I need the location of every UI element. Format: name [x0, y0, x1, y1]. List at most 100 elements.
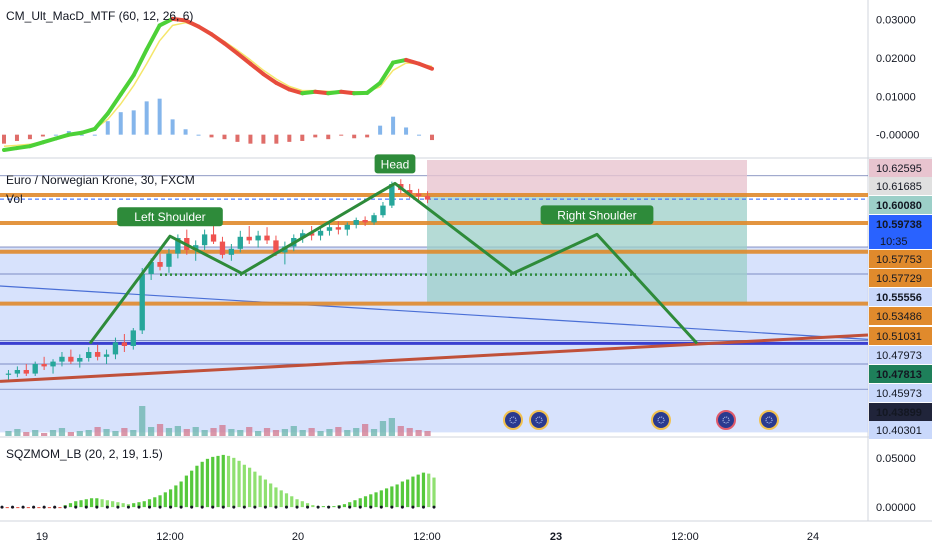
sqz-momentum-bar	[100, 499, 104, 508]
candle-body	[59, 356, 65, 362]
macd-line-segment	[378, 60, 396, 85]
sqz-zero-dot	[327, 505, 331, 509]
volume-bar	[139, 406, 146, 436]
sqz-zero-dot	[211, 505, 215, 509]
sqz-momentum-bar	[26, 507, 30, 509]
sqz-zero-dot	[74, 505, 78, 509]
sqz-zero-dot	[11, 505, 15, 509]
x-axis-label: 23	[550, 531, 562, 543]
macd-line-segment	[235, 51, 253, 66]
sqz-momentum-bar	[253, 471, 257, 508]
macd-line-segment	[170, 16, 188, 23]
macd-histogram-bar	[248, 134, 253, 144]
sqz-zero-dot	[158, 505, 162, 509]
macd-line-segment	[287, 87, 305, 96]
macd-line-segment	[417, 61, 434, 71]
price-axis-box	[869, 403, 932, 421]
price-axis-box	[869, 250, 932, 268]
candle-body	[300, 233, 306, 238]
candle-body	[317, 230, 324, 236]
price-axis-label: 10.55556	[876, 292, 922, 304]
sqz-zero-dot	[348, 505, 352, 509]
candle-body	[112, 342, 119, 355]
macd-line-segment	[261, 72, 279, 85]
macd-line-segment	[339, 89, 357, 96]
sqz-momentum-bar	[242, 464, 246, 508]
sqz-zero-dot	[0, 505, 4, 509]
macd-line-segment	[209, 32, 227, 46]
sqz-zero-dot	[32, 505, 36, 509]
macd-ytick-label: -0.00000	[876, 130, 919, 142]
candle-body	[32, 364, 38, 374]
sqz-ytick-label: 0.05000	[876, 453, 916, 465]
candle-body	[380, 205, 386, 216]
sqz-zero-dot	[390, 505, 394, 509]
sqz-zero-dot	[190, 505, 194, 509]
sqz-momentum-bar	[363, 496, 368, 508]
sqz-momentum-bar	[195, 465, 199, 508]
sqz-zero-dot	[379, 505, 383, 509]
macd-line-segment	[79, 126, 97, 135]
sqz-ytick-label: 0.00000	[876, 502, 916, 514]
sqz-momentum-bar	[153, 497, 157, 508]
macd-histogram-bar	[2, 134, 6, 144]
candle-body	[389, 184, 395, 206]
volume-bar	[156, 424, 164, 436]
volume-bar	[201, 430, 208, 436]
volume-bar	[192, 427, 199, 436]
volume-bar	[130, 430, 137, 436]
candle-body	[68, 356, 74, 362]
event-marker-icon	[529, 410, 549, 430]
sqz-zero-dot	[21, 505, 25, 509]
sqz-momentum-bar	[132, 503, 136, 508]
sqz-momentum-bar	[290, 496, 294, 508]
sqz-momentum-bar	[395, 484, 399, 508]
sqz-momentum-bar	[427, 473, 431, 508]
sqz-momentum-bar	[158, 495, 162, 508]
sqz-momentum-bar	[369, 494, 373, 508]
price-axis-box	[869, 327, 932, 345]
x-axis-label: 20	[292, 531, 304, 543]
sqz-momentum-bar	[89, 498, 94, 508]
event-marker-icon	[503, 410, 523, 430]
sqz-momentum-bar	[263, 479, 268, 508]
sqz-zero-dot	[253, 505, 257, 509]
macd-ytick-label: 0.03000	[876, 15, 916, 27]
countdown-box	[869, 233, 932, 249]
x-axis-label: 19	[36, 531, 48, 543]
volume-bar	[237, 430, 244, 436]
sqz-momentum-bar	[37, 507, 41, 509]
macd-histogram-bar	[170, 119, 175, 135]
sqz-momentum-bar	[300, 501, 304, 508]
sqz-momentum-bar	[258, 475, 262, 508]
sqz-zero-dot	[400, 505, 404, 509]
sqz-momentum-bar	[16, 507, 20, 509]
candle-body	[353, 220, 359, 225]
volume-bar	[255, 431, 262, 436]
event-marker-icon	[651, 410, 671, 430]
sqz-zero-dot	[84, 505, 88, 509]
macd-histogram-bar	[235, 134, 240, 142]
price-axis-box	[869, 215, 932, 233]
sqz-momentum-bar	[274, 487, 278, 508]
volume-bar	[23, 432, 30, 436]
volume-bar	[174, 426, 181, 436]
sqz-zero-dot	[53, 505, 57, 509]
sqz-momentum-bar	[406, 479, 410, 508]
x-axis-label: 24	[807, 531, 819, 543]
sqz-momentum-bar	[111, 501, 115, 508]
macd-line-segment	[196, 24, 214, 37]
price-axis-label: 10.59738	[876, 219, 922, 231]
head-label: Head	[381, 157, 410, 171]
countdown-label: 10:35	[880, 236, 908, 248]
sqz-zero-dot	[95, 505, 99, 509]
sqz-momentum-bar	[190, 470, 194, 508]
volume-bar	[32, 430, 39, 436]
candle-body	[273, 240, 279, 253]
volume-label: Vol	[6, 192, 23, 206]
macd-histogram-bar	[157, 98, 162, 135]
right-shoulder-label: Right Shoulder	[557, 208, 636, 222]
sqz-momentum-bar	[284, 493, 289, 508]
candle-body	[228, 248, 235, 255]
